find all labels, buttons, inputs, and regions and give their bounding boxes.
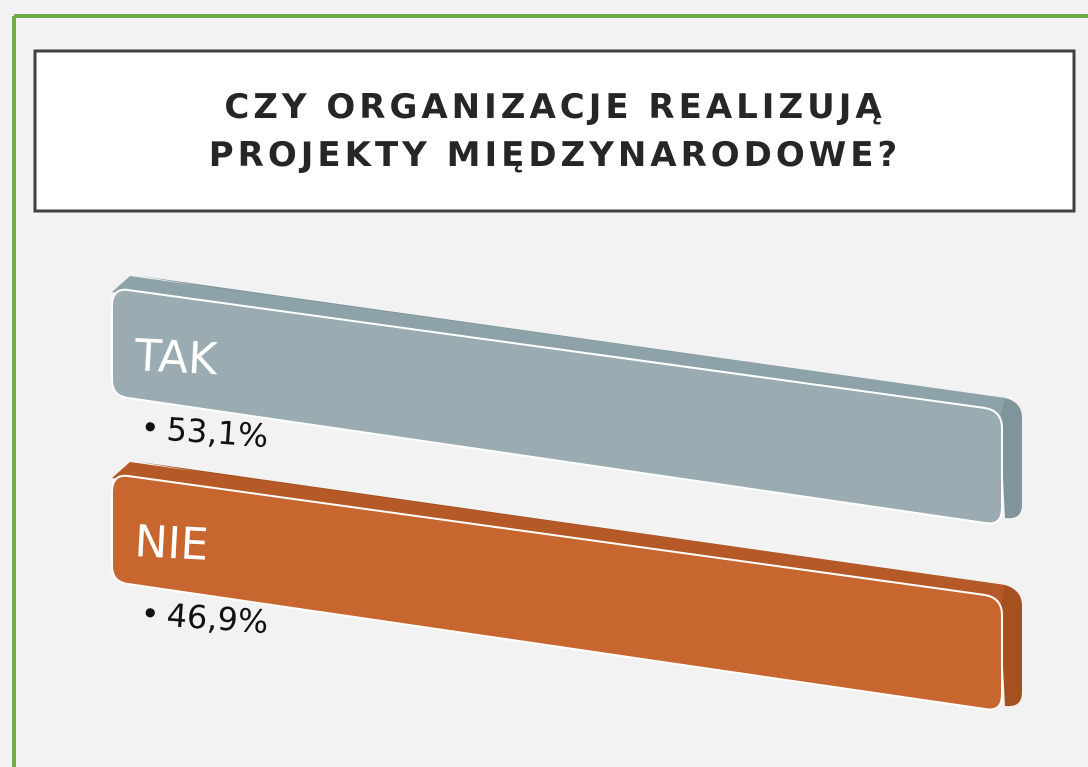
item-value: 53,1% — [165, 410, 269, 455]
title-box — [33, 49, 1076, 213]
bullet: • — [139, 408, 160, 447]
bar-front — [111, 288, 1003, 525]
bullet: • — [139, 594, 160, 633]
title-line: PROJEKTY MIĘDZYNARODOWE? — [209, 135, 902, 175]
title-line: CZY ORGANIZACJE REALIZUJĄ — [224, 87, 885, 127]
item-value: 46,9% — [165, 596, 269, 641]
item-label: TAK — [132, 330, 219, 385]
bar-front — [111, 474, 1003, 711]
item-label: NIE — [133, 516, 209, 571]
